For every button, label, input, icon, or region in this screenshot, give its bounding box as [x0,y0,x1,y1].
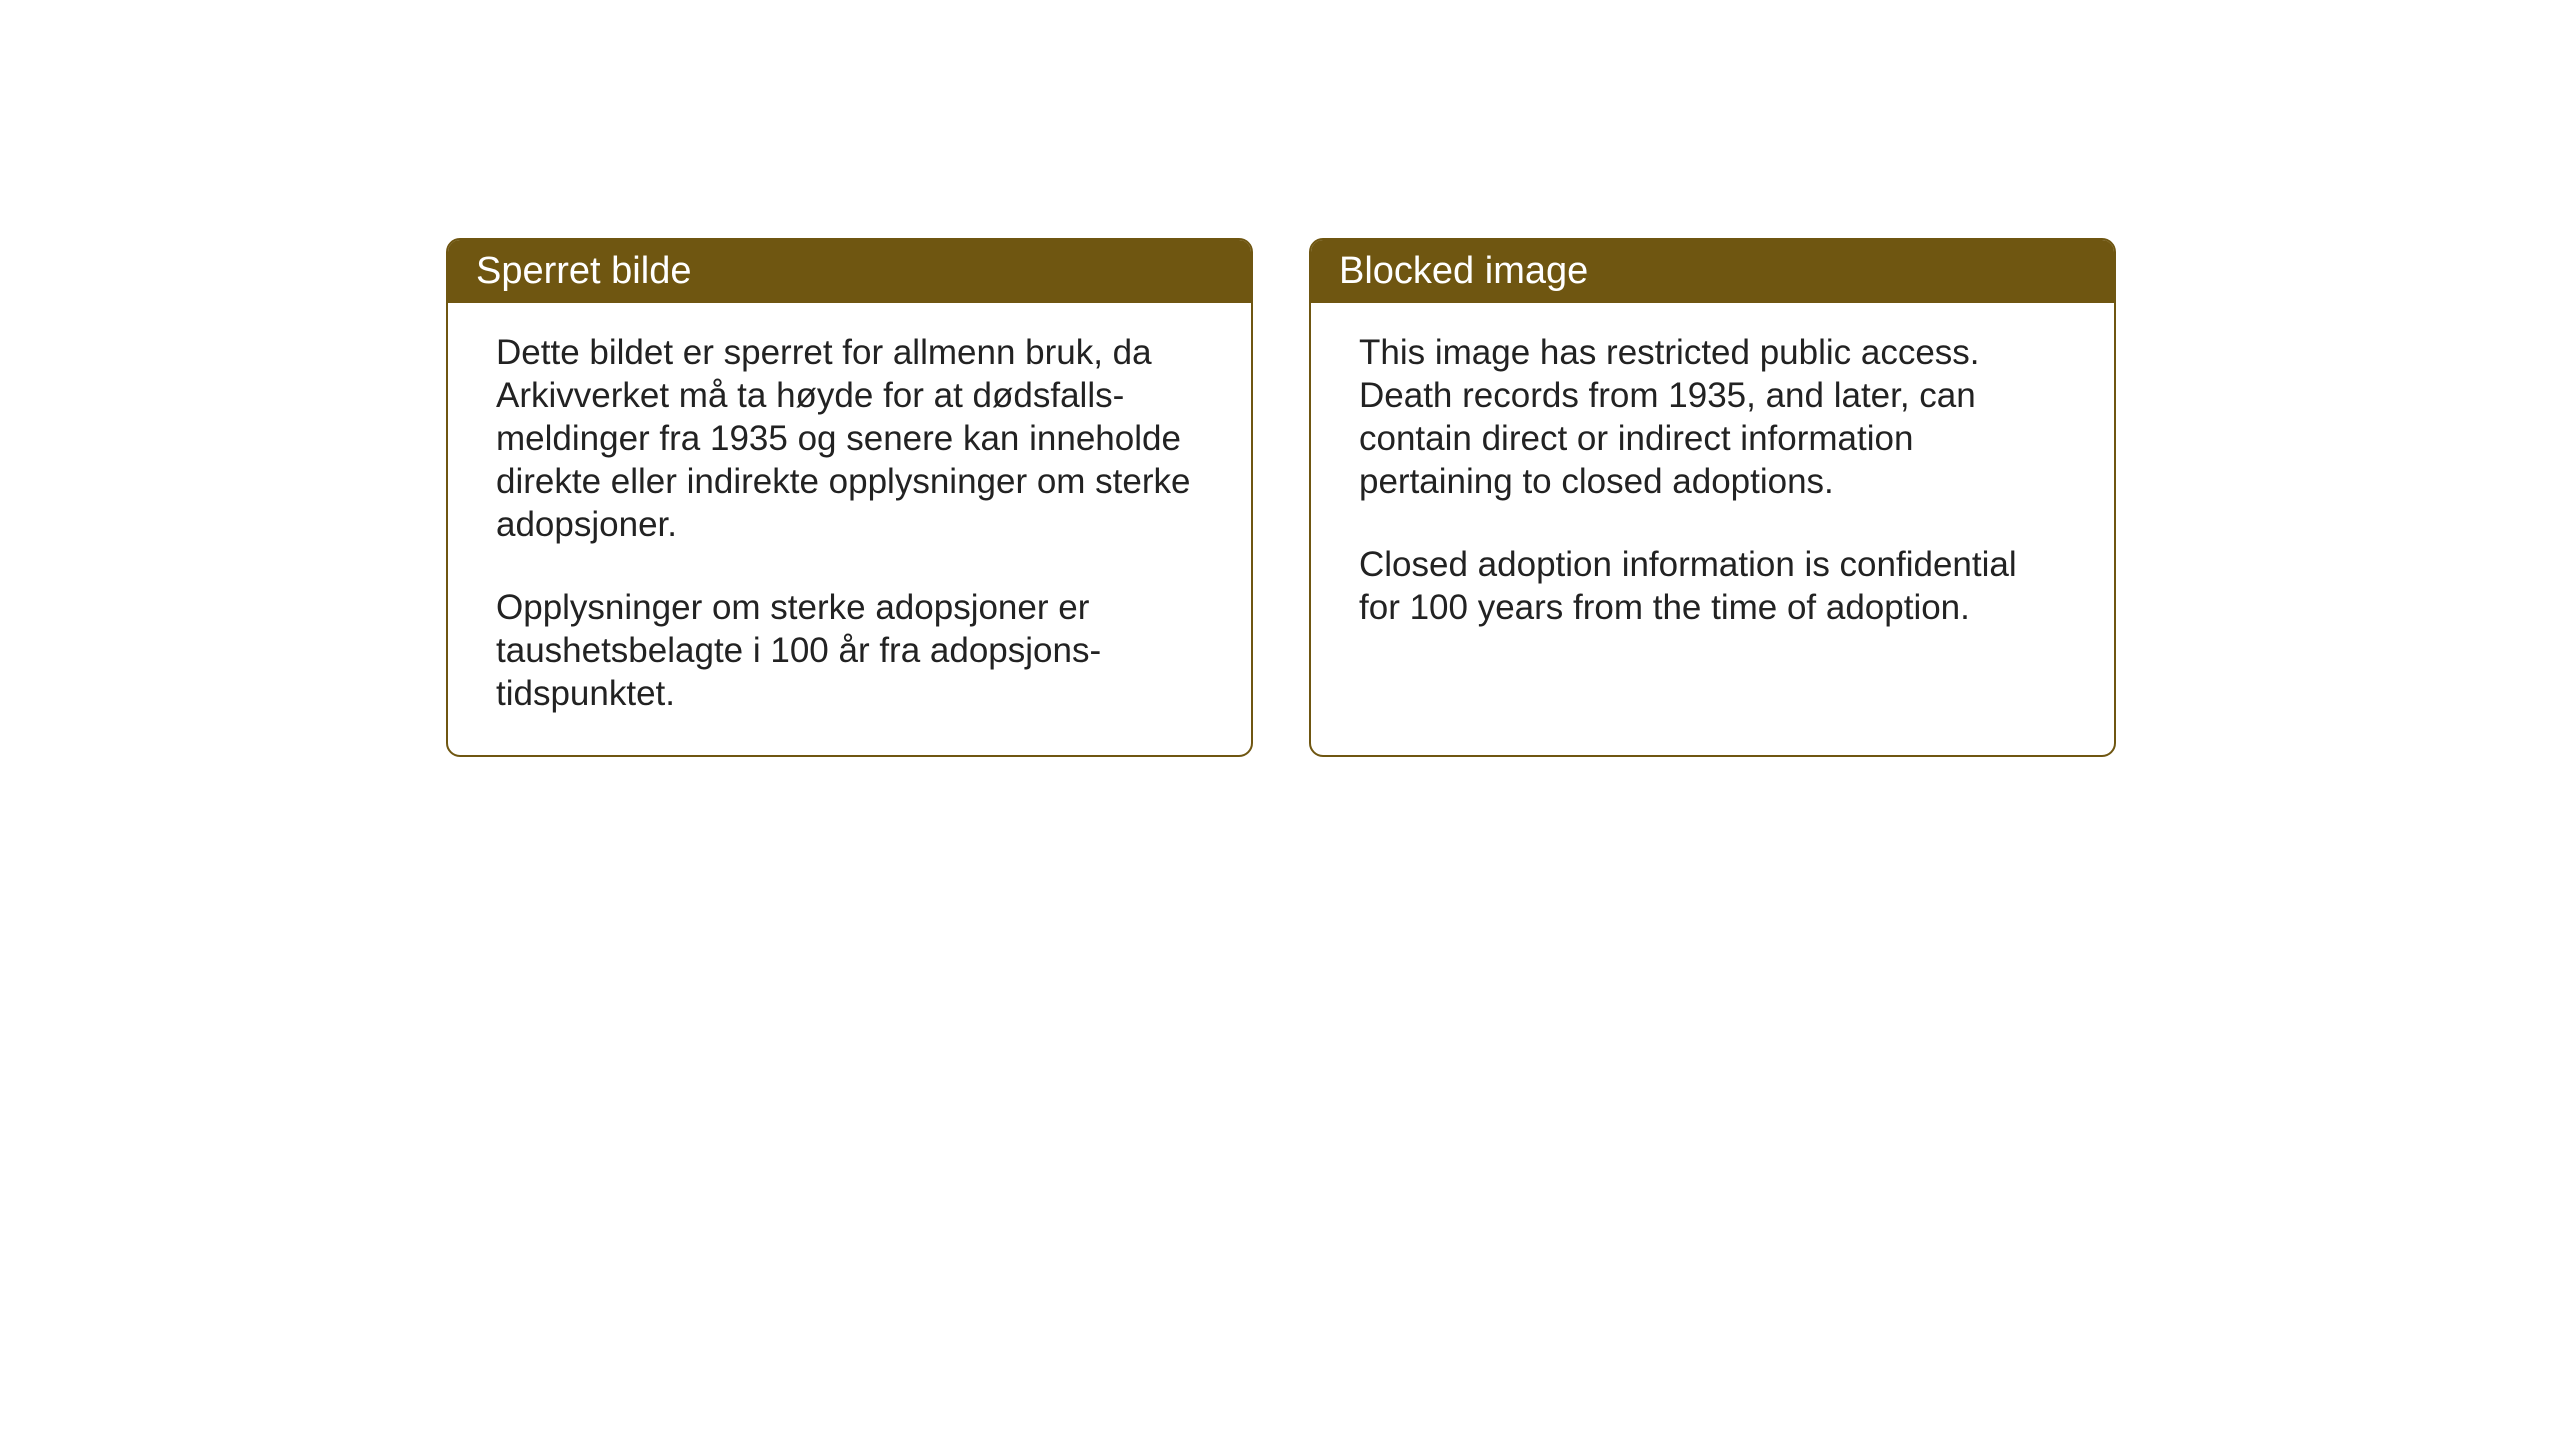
norwegian-card-body: Dette bildet er sperret for allmenn bruk… [448,303,1251,755]
norwegian-card-title: Sperret bilde [448,240,1251,303]
norwegian-notice-card: Sperret bilde Dette bildet er sperret fo… [446,238,1253,757]
english-paragraph-1: This image has restricted public access.… [1359,331,2066,503]
norwegian-paragraph-2: Opplysninger om sterke adopsjoner er tau… [496,586,1203,715]
english-paragraph-2: Closed adoption information is confident… [1359,543,2066,629]
english-card-title: Blocked image [1311,240,2114,303]
norwegian-paragraph-1: Dette bildet er sperret for allmenn bruk… [496,331,1203,546]
notice-cards-container: Sperret bilde Dette bildet er sperret fo… [446,238,2560,757]
english-card-body: This image has restricted public access.… [1311,303,2114,743]
english-notice-card: Blocked image This image has restricted … [1309,238,2116,757]
